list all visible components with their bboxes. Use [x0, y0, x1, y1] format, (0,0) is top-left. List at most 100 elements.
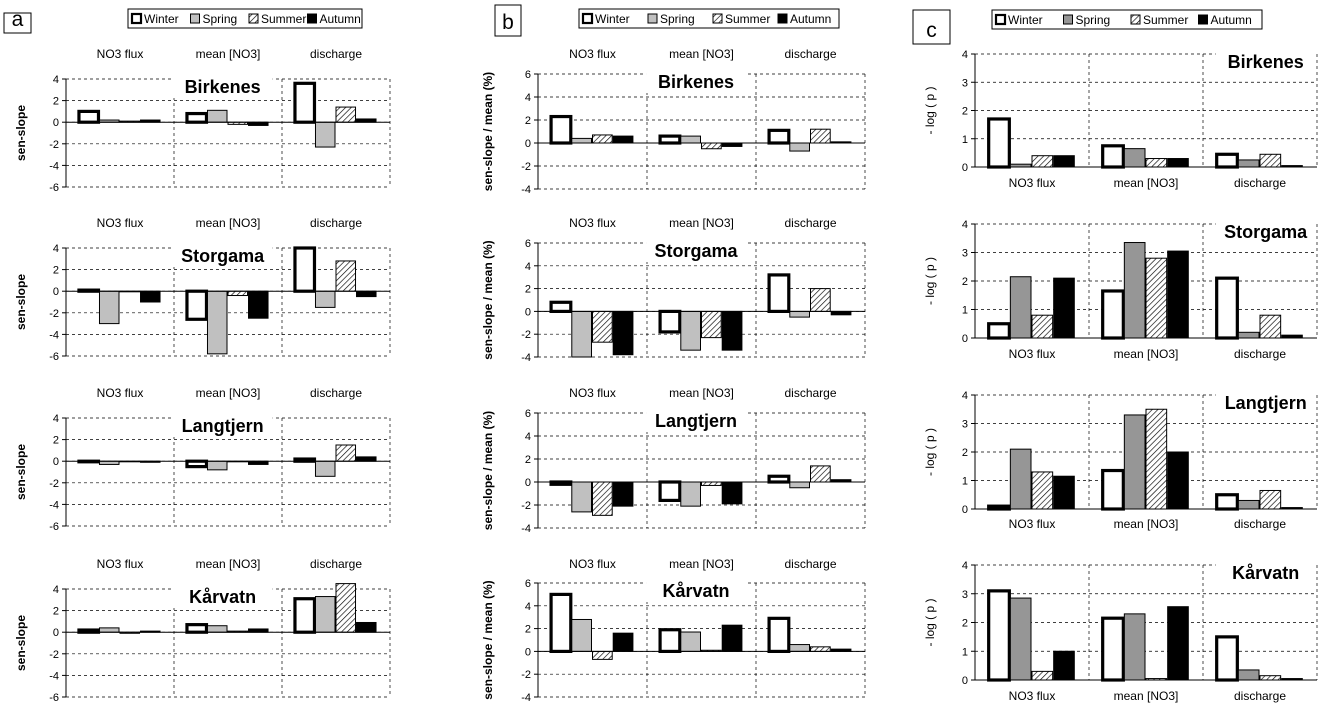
bar-spring	[206, 290, 228, 355]
chart-title: Storgama	[181, 246, 265, 266]
bar-winter	[987, 117, 1011, 169]
tick-label: -4	[521, 523, 531, 535]
tick-label: -4	[49, 670, 59, 682]
tick-label: 1	[962, 134, 968, 146]
tick-label: 4	[525, 261, 531, 273]
category-label: mean [NO3]	[196, 216, 261, 230]
bar-summer	[1145, 257, 1168, 339]
y-axis-label: - log ( p )	[923, 598, 937, 646]
tick-label: 4	[525, 92, 531, 104]
bar-spring	[1123, 242, 1146, 339]
bar-spring	[1123, 148, 1146, 168]
bar-autumn	[830, 310, 852, 316]
panel-letter: b	[502, 11, 514, 34]
category-label: mean [NO3]	[1114, 689, 1179, 703]
y-axis-label: sen-slope / mean (%)	[481, 411, 495, 530]
chart-title: Kårvatn	[189, 587, 256, 607]
tick-label: 2	[962, 276, 968, 288]
category-label: NO3 flux	[97, 47, 144, 61]
bar-autumn	[612, 310, 634, 356]
bar-summer	[1259, 153, 1282, 168]
bar-summer	[701, 310, 722, 339]
title-background	[172, 416, 273, 437]
bar-summer	[1145, 158, 1168, 168]
bar-autumn	[721, 310, 743, 351]
bar-winter	[1215, 635, 1239, 682]
category-label: mean [NO3]	[1114, 347, 1179, 361]
legend-box	[991, 9, 1263, 30]
bar-winter	[185, 459, 209, 469]
tick-label: 4	[962, 560, 968, 572]
legend-label-winter: Winter	[595, 12, 630, 26]
bar-spring	[680, 631, 701, 652]
tick-label: 6	[525, 69, 531, 81]
bar-spring	[789, 142, 810, 152]
tick-label: 4	[962, 219, 968, 231]
legend-swatch-autumn	[307, 13, 317, 24]
bar-autumn	[1167, 451, 1189, 510]
bar-spring	[1123, 414, 1146, 510]
tick-label: 3	[962, 419, 968, 431]
tick-label: 0	[962, 333, 968, 345]
tick-label: 3	[962, 248, 968, 260]
bar-spring	[206, 625, 228, 633]
bar-summer	[1031, 155, 1054, 168]
tick-label: 2	[525, 624, 531, 636]
category-label: discharge	[310, 216, 362, 230]
bar-spring	[98, 627, 120, 633]
chart-title: Storgama	[1224, 222, 1308, 242]
bar-winter	[549, 592, 573, 654]
tick-label: -2	[521, 161, 531, 173]
bar-summer	[1031, 471, 1054, 510]
category-label: mean [NO3]	[196, 47, 261, 61]
legend-label-winter: Winter	[144, 12, 179, 26]
tick-label: -2	[521, 669, 531, 681]
category-label: discharge	[310, 386, 362, 400]
bar-autumn	[1053, 277, 1075, 339]
panel-letter-box	[494, 4, 522, 37]
legend-swatch-autumn	[777, 13, 788, 24]
legend-swatch-spring	[647, 13, 658, 24]
legend-swatch-summer	[1130, 14, 1141, 25]
bar-summer	[335, 106, 357, 123]
bar-spring	[1009, 597, 1032, 681]
y-axis-label: sen-slope / mean (%)	[481, 72, 495, 191]
title-background	[172, 587, 273, 608]
bar-spring	[314, 290, 336, 308]
tick-label: 0	[525, 306, 531, 318]
bar-autumn	[1167, 158, 1189, 168]
tick-label: -2	[49, 139, 59, 151]
bar-summer	[1259, 675, 1282, 681]
category-label: mean [NO3]	[669, 47, 734, 61]
tick-label: 2	[962, 106, 968, 118]
bar-spring	[1237, 331, 1260, 339]
bar-summer	[592, 481, 613, 516]
tick-label: 4	[525, 601, 531, 613]
chart-title: Birkenes	[658, 72, 734, 92]
tick-label: 4	[525, 431, 531, 443]
title-background	[646, 241, 747, 262]
tick-label: -2	[49, 478, 59, 490]
chart-title: Kårvatn	[663, 581, 730, 601]
bar-spring	[571, 310, 592, 358]
bar-spring	[314, 460, 336, 477]
bar-spring	[1237, 159, 1260, 168]
bar-autumn	[612, 135, 634, 144]
bar-summer	[701, 481, 722, 486]
bar-autumn	[1167, 250, 1189, 339]
bar-spring	[206, 109, 228, 123]
chart-title: Langtjern	[1225, 393, 1307, 413]
category-label: discharge	[784, 47, 836, 61]
bar-spring	[789, 481, 810, 489]
tick-label: 0	[53, 117, 59, 129]
bar-spring	[314, 596, 336, 633]
chart-title: Langtjern	[182, 416, 264, 436]
category-label: NO3 flux	[569, 386, 616, 400]
tick-label: 2	[525, 284, 531, 296]
tick-label: -4	[521, 692, 531, 704]
bar-autumn	[1053, 475, 1075, 510]
title-background	[646, 581, 747, 602]
bar-summer	[592, 134, 613, 144]
title-background	[646, 411, 747, 432]
legend-label-summer: Summer	[261, 12, 306, 26]
